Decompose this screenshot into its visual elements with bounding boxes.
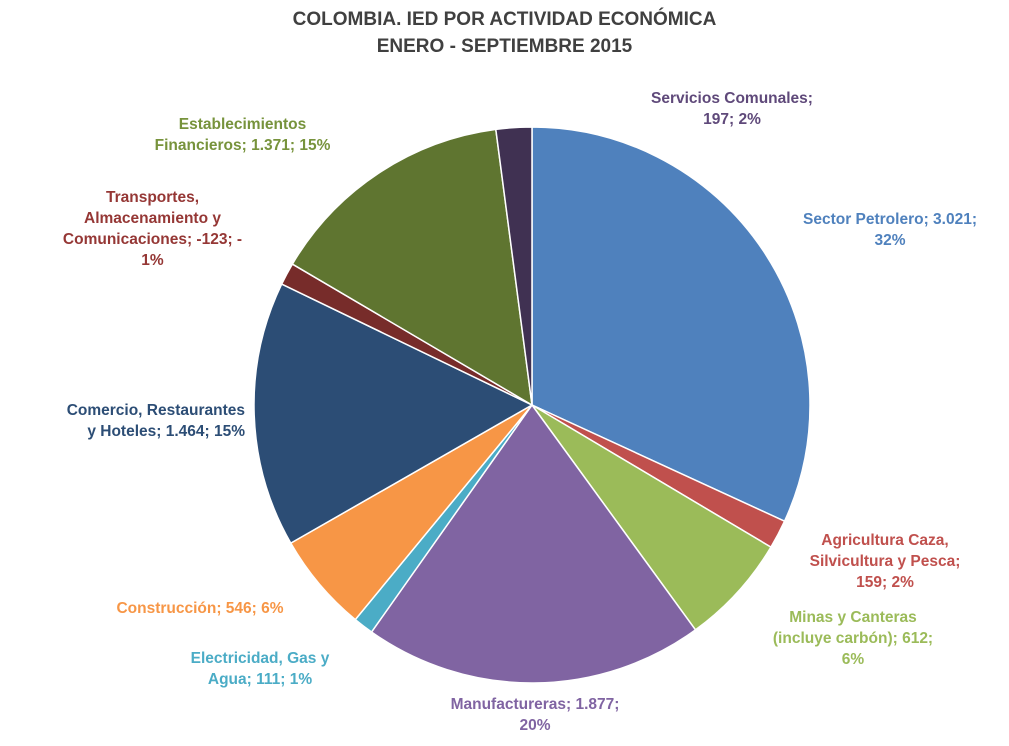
pie-slice-3 (531, 404, 772, 631)
chart-title: COLOMBIA. IED POR ACTIVIDAD ECONÓMICA EN… (0, 6, 1009, 60)
slice-label-3: Minas y Canteras (incluye carbón); 612; … (772, 609, 934, 668)
chart-subtitle: ENERO - SEPTIEMBRE 2015 (376, 36, 633, 57)
pie-slice-10 (494, 126, 533, 406)
slice-label-9: Establecimientos Financieros; 1.371; 15% (154, 116, 331, 154)
pie-slice-1 (531, 126, 811, 523)
pie-slice-9 (291, 128, 533, 407)
slice-label-2: Agricultura Caza, Silvicultura y Pesca; … (809, 532, 961, 591)
slice-label-7: Comercio, Restaurantes y Hoteles; 1.464;… (66, 402, 245, 440)
pie-slice-4 (370, 403, 697, 684)
slice-label-6: Construcción; 546; 6% (116, 600, 284, 617)
slice-label-8: Transportes, Almacenamiento y Comunicaci… (62, 189, 243, 269)
pie-slice-7 (253, 283, 534, 545)
chart-title-line1: COLOMBIA. IED POR ACTIVIDAD ECONÓMICA (292, 9, 717, 30)
slice-label-1: Sector Petrolero; 3.021; 32% (802, 211, 977, 249)
slice-label-5: Electricidad, Gas y Agua; 111; 1% (190, 650, 330, 688)
slice-label-10: Servicios Comunales; 197; 2% (651, 90, 813, 128)
slice-label-4: Manufactureras; 1.877; 20% (450, 696, 620, 734)
